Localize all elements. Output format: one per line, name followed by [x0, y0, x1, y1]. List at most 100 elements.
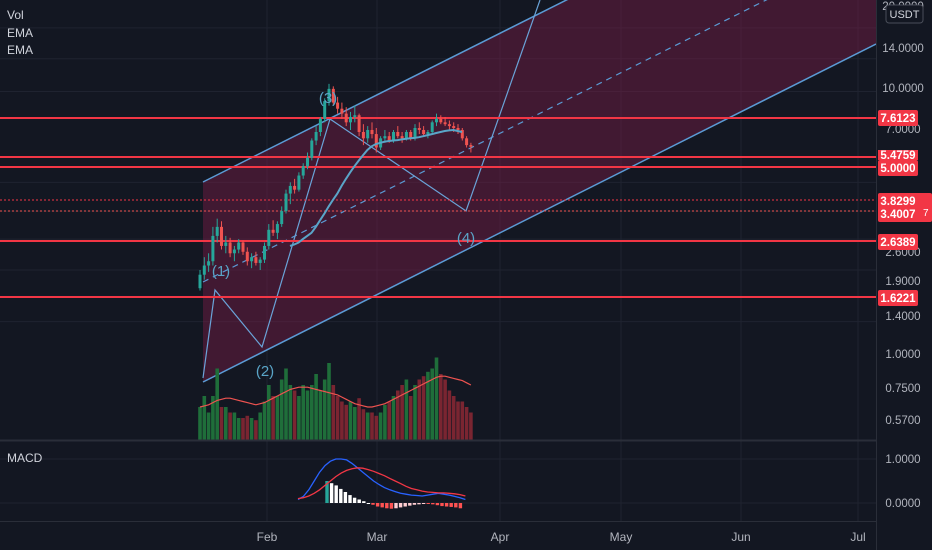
macd-histogram-bar: [403, 503, 407, 507]
candle-body: [409, 131, 413, 139]
macd-histogram: [325, 481, 463, 509]
macd-histogram-bar: [334, 485, 338, 503]
candle-body: [456, 128, 460, 130]
level-tag-bg: [878, 234, 918, 250]
level-tag-3-8299: 3.8299: [880, 196, 915, 208]
candle-body: [400, 136, 404, 139]
level-tag-bg: [878, 110, 918, 126]
time-tick: Jun: [731, 530, 750, 544]
legend-ema-2[interactable]: EMA: [7, 43, 34, 57]
volume-bar: [297, 396, 301, 440]
price-tick: 1.0000: [885, 349, 920, 361]
legend-volume[interactable]: Vol: [7, 8, 24, 22]
time-tick: Feb: [257, 530, 278, 544]
macd-histogram-bar: [444, 503, 449, 507]
level-tag-extra: 7: [923, 208, 929, 219]
candle-body: [215, 226, 219, 236]
wave-labels: (1) (2) (3) (4): [212, 90, 475, 380]
price-tick: 1.4000: [885, 311, 920, 323]
macd-histogram-bar: [352, 497, 357, 503]
volume-bar: [232, 412, 237, 440]
candle-body: [327, 88, 331, 102]
volume-bar: [258, 412, 262, 440]
macd-histogram-bar: [449, 503, 453, 507]
volume-bar: [391, 396, 396, 440]
channel-upper-line: [202, 0, 569, 183]
macd-histogram-bar: [389, 503, 394, 509]
level-tags: 7.6123 5.4759 5.0000 3.8299 3.4007 7 2.6…: [878, 110, 932, 306]
candle-body: [310, 140, 314, 158]
level-tag-2-6389: 2.6389: [880, 237, 915, 249]
volume-bar: [383, 404, 387, 440]
candle-body: [370, 129, 374, 135]
time-axis[interactable]: Feb Mar Apr May Jun Jul: [257, 530, 866, 544]
candle-body: [430, 122, 434, 132]
candle-body: [267, 229, 271, 246]
channel-lower-line: [202, 43, 876, 383]
volume-bar: [357, 398, 361, 440]
candle-body: [314, 131, 318, 141]
candle-body: [228, 242, 232, 254]
candle-body: [245, 251, 249, 262]
macd-histogram-bar: [371, 503, 375, 505]
volume-bar: [327, 363, 331, 440]
candle-body: [383, 136, 387, 139]
candle-body: [366, 129, 370, 139]
time-tick: Jul: [850, 530, 865, 544]
volume-bar: [254, 420, 258, 440]
volume-bar: [340, 401, 344, 440]
volume-bar: [464, 407, 469, 440]
volume-bar: [310, 385, 314, 440]
candle-body: [198, 274, 202, 289]
wave-label-1: (1): [212, 263, 230, 280]
legend-macd[interactable]: MACD: [7, 451, 43, 465]
volume-bar: [353, 407, 357, 440]
candle-body: [353, 115, 357, 117]
volume-bar: [434, 357, 439, 440]
volume-bar: [202, 396, 207, 440]
candle-body: [301, 166, 305, 176]
level-tag-5-4759: 5.4759: [880, 150, 915, 162]
volume-bar: [322, 379, 327, 440]
volume-bar: [378, 412, 383, 440]
volume-bar: [211, 396, 215, 440]
macd-histogram-bar: [380, 503, 384, 508]
volume-bar: [439, 374, 443, 440]
macd-histogram-bar: [426, 503, 430, 504]
macd-histogram-bar: [431, 503, 435, 505]
candle-body: [413, 128, 417, 139]
macd-histogram-bar: [458, 503, 463, 509]
macd-tick: 0.0000: [885, 498, 920, 510]
macd-histogram-bar: [435, 503, 440, 506]
candle-body: [469, 145, 473, 147]
volume-bar: [267, 385, 271, 440]
macd-histogram-bar: [329, 483, 334, 503]
candle-body: [404, 131, 408, 139]
price-tick: 10.0000: [882, 83, 924, 95]
candle-body: [422, 129, 426, 135]
candle-body: [250, 257, 254, 262]
candle-body: [361, 131, 365, 139]
volume-bar: [443, 379, 447, 440]
currency-badge[interactable]: USDT: [885, 4, 924, 24]
candle-body: [374, 134, 378, 148]
candle-body: [271, 229, 275, 233]
price-axis[interactable]: [876, 0, 932, 550]
candle-body: [349, 116, 352, 123]
price-tick: 0.5700: [885, 415, 920, 427]
candle-body: [275, 224, 279, 233]
legend-ema-1[interactable]: EMA: [7, 26, 34, 40]
candle-body: [263, 245, 266, 260]
currency-label: USDT: [890, 9, 920, 21]
wave-label-3: (3): [319, 90, 337, 107]
level-tag-bg: [878, 290, 918, 306]
candle-body: [288, 185, 292, 194]
volume-bar: [335, 396, 340, 440]
macd-histogram-bar: [398, 503, 403, 508]
volume-bar: [249, 418, 254, 440]
volume-bar: [331, 385, 336, 440]
drawing-layer: [0, 0, 876, 440]
ema-line: [289, 128, 463, 247]
price-tick: 0.7500: [885, 383, 920, 395]
